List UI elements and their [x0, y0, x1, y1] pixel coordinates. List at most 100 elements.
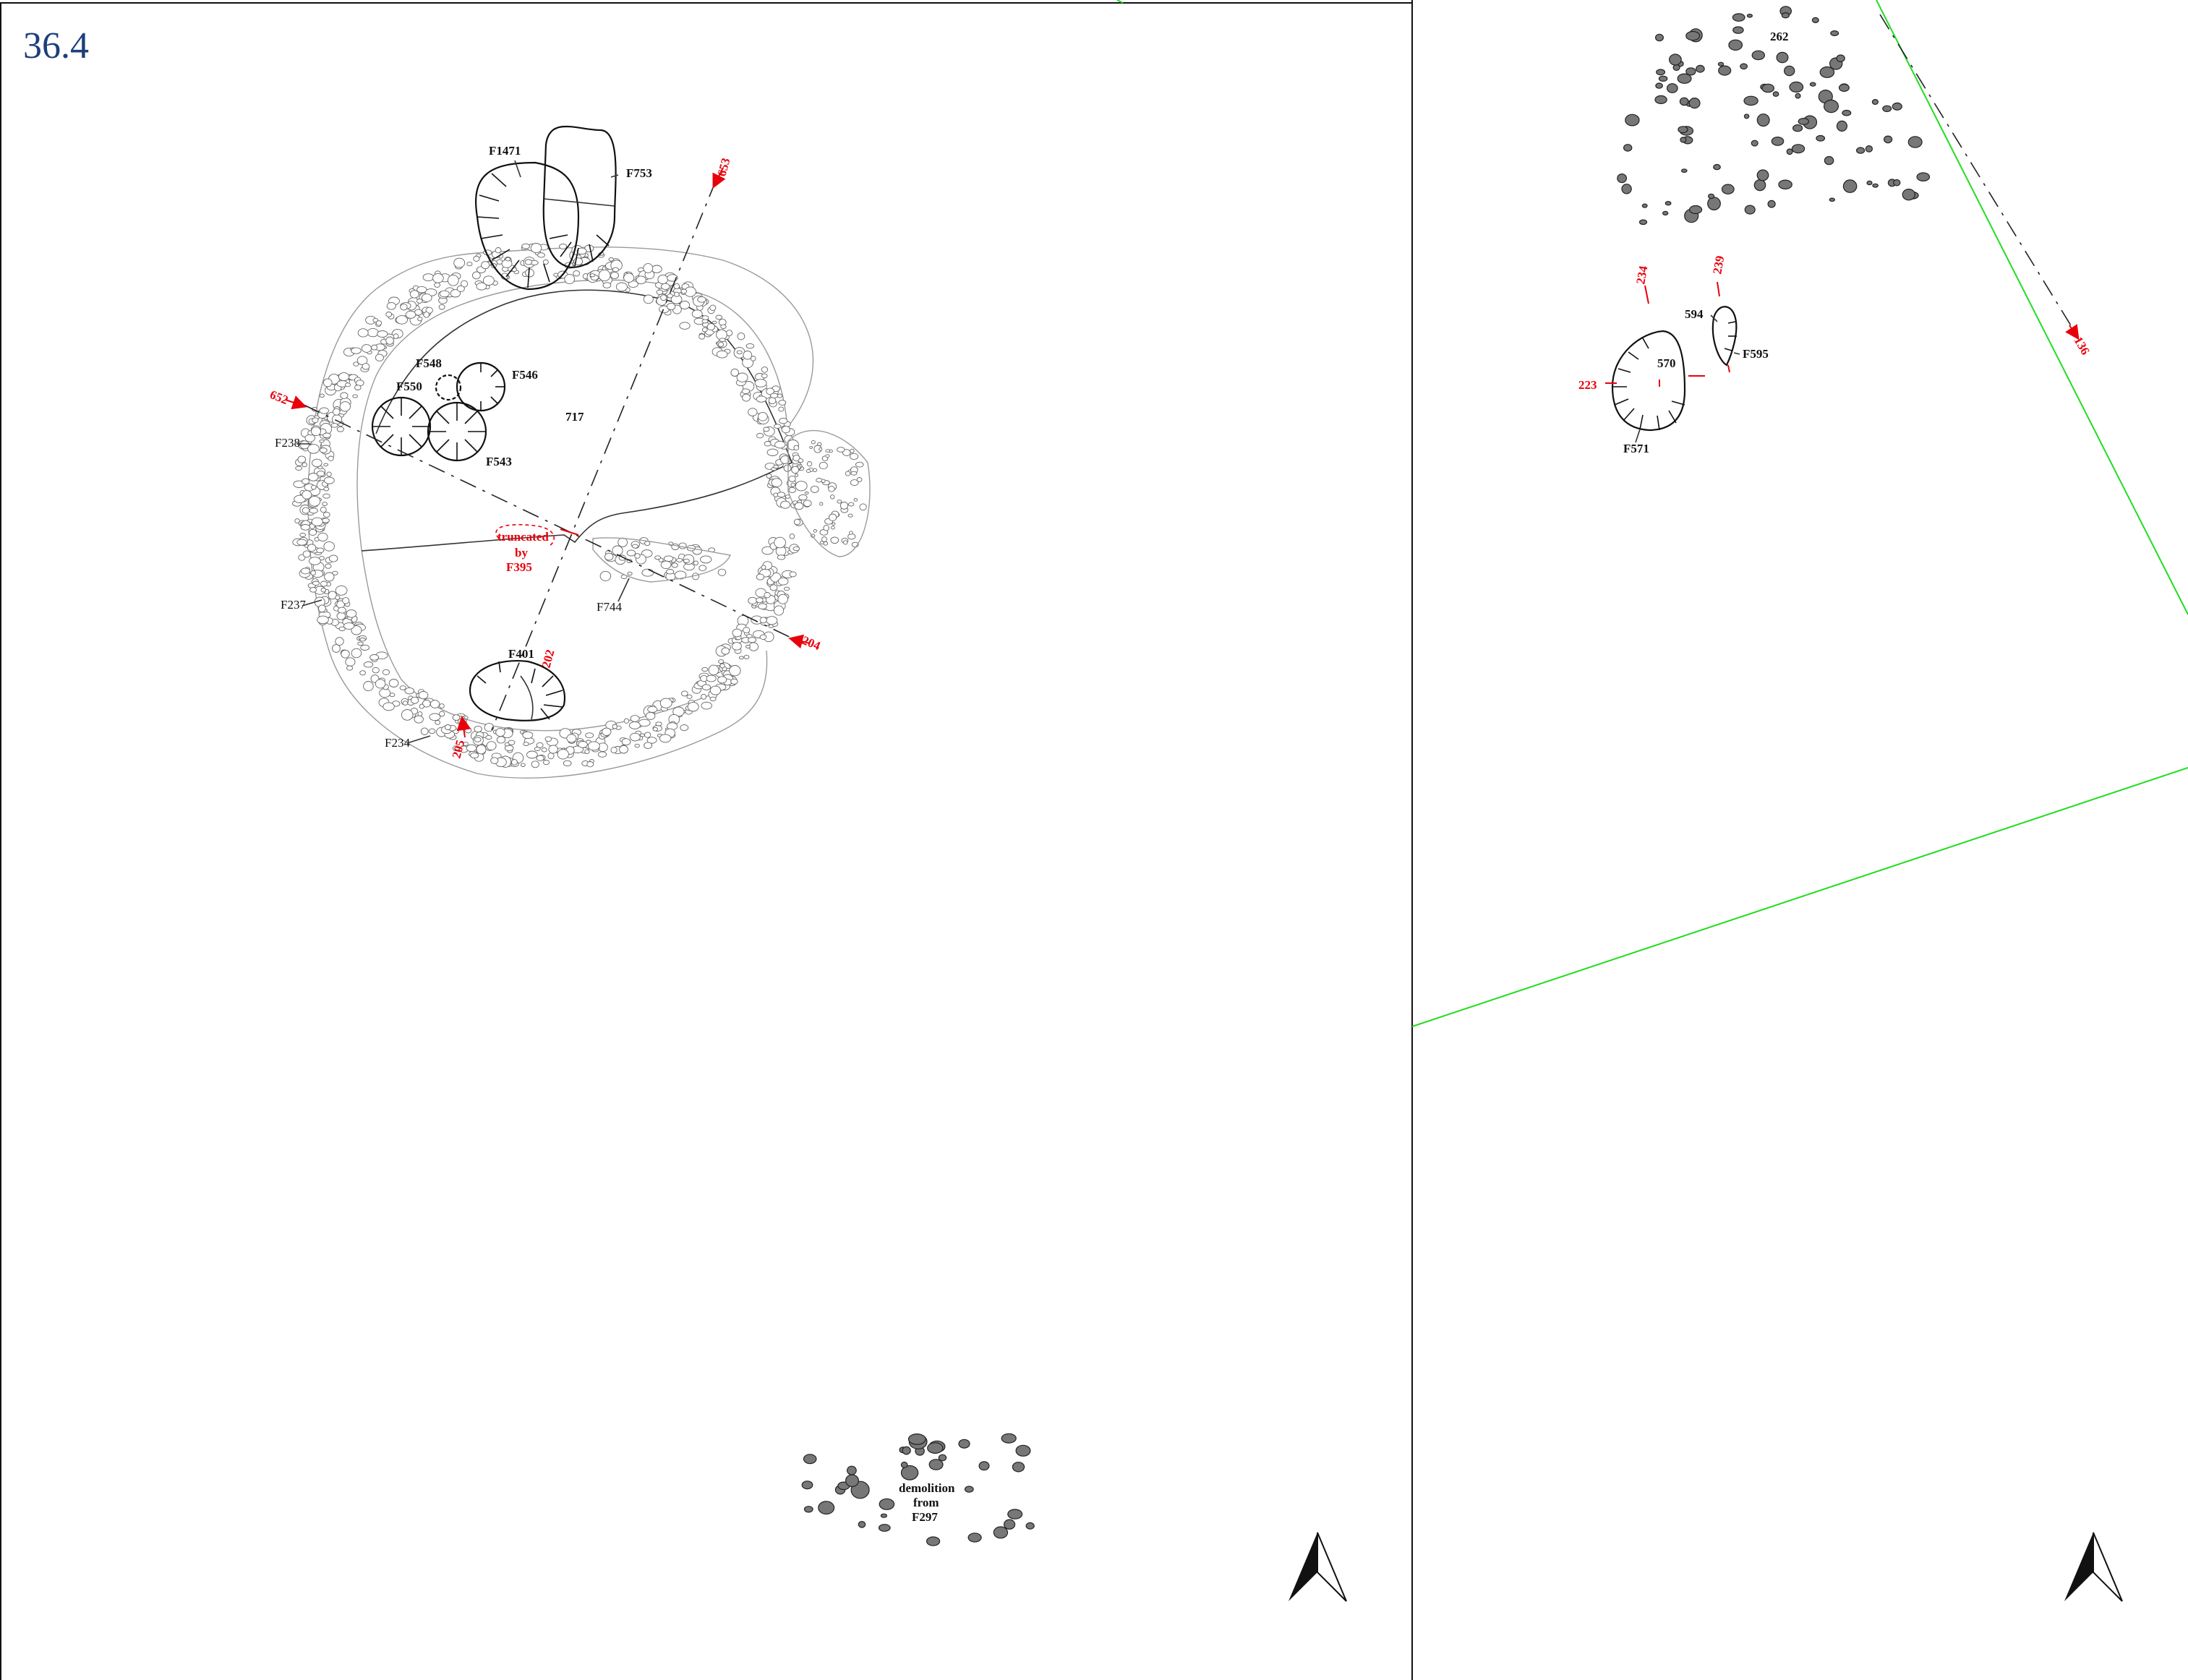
pebble — [576, 247, 587, 255]
stone — [818, 1501, 835, 1515]
pebble — [335, 637, 344, 646]
pebble — [766, 616, 778, 625]
pebble — [336, 426, 344, 432]
pebble — [495, 728, 505, 737]
pebble — [490, 757, 499, 764]
pebble — [309, 557, 321, 565]
pebble — [843, 540, 848, 545]
stone — [1681, 168, 1688, 173]
stone — [900, 1465, 919, 1480]
stone — [1003, 1519, 1016, 1530]
pebble — [410, 696, 419, 704]
pebble — [578, 741, 588, 748]
pebble — [718, 341, 724, 348]
pebble — [777, 554, 786, 560]
stone — [1654, 95, 1667, 104]
stone — [1685, 30, 1701, 41]
pebble — [706, 674, 717, 682]
pebble — [317, 604, 326, 613]
pebble — [629, 732, 641, 742]
stone — [1658, 75, 1668, 82]
pebble — [697, 296, 706, 303]
pebble — [309, 528, 317, 536]
pebble — [628, 280, 638, 288]
section-239: 239 — [1710, 254, 1727, 275]
pebble — [423, 311, 430, 318]
pebble — [602, 282, 612, 288]
pebble — [557, 749, 569, 760]
pebble — [542, 259, 549, 265]
pebble — [643, 294, 654, 304]
pebble — [743, 627, 751, 634]
pebble — [813, 529, 818, 533]
pebble — [295, 466, 302, 471]
pebble — [476, 282, 487, 291]
truncated-note-line1: truncated — [497, 530, 549, 544]
label-f550: F550 — [396, 380, 422, 393]
pebble — [362, 363, 370, 370]
pebble — [537, 252, 545, 258]
pebble — [369, 654, 380, 661]
pebble — [778, 406, 785, 412]
pebble — [328, 455, 334, 461]
stone — [1776, 51, 1789, 64]
pebble — [317, 615, 329, 625]
pebble — [375, 320, 383, 326]
stone — [1842, 179, 1858, 193]
north-arrow-icon — [2064, 1532, 2123, 1602]
stone — [1744, 205, 1756, 215]
pebble — [788, 487, 796, 494]
pebble — [361, 344, 372, 353]
pebble — [774, 440, 786, 449]
stone — [1666, 83, 1678, 93]
pebble — [393, 333, 399, 339]
stone — [1809, 82, 1816, 87]
pebble — [768, 397, 777, 405]
stone — [1772, 91, 1779, 97]
pebble — [345, 657, 356, 667]
pebble — [628, 721, 641, 729]
pebble — [845, 471, 851, 476]
stone — [1656, 69, 1666, 76]
pebble — [338, 372, 350, 382]
pebble — [680, 690, 688, 697]
pebble — [750, 356, 756, 361]
pebble — [795, 481, 808, 492]
stone — [1007, 1509, 1023, 1520]
pebble — [777, 492, 786, 498]
pebble — [811, 440, 816, 445]
pebble — [789, 571, 797, 578]
pebble — [312, 417, 319, 424]
pebble — [573, 270, 581, 277]
pebble — [420, 727, 429, 735]
stone — [801, 1480, 813, 1490]
pebble — [691, 309, 703, 319]
stone — [1685, 67, 1696, 76]
pebble — [402, 700, 409, 706]
stone — [1819, 66, 1835, 78]
pebble — [414, 715, 424, 724]
stone — [803, 1506, 813, 1513]
pebble — [732, 628, 743, 638]
pebble — [447, 274, 459, 286]
pebble — [679, 322, 691, 330]
pebble — [832, 522, 836, 526]
stone — [1916, 172, 1931, 181]
pebble — [548, 745, 558, 754]
pebble — [316, 471, 325, 477]
pebble — [665, 569, 675, 575]
label-f238: F238 — [275, 436, 300, 450]
pebble — [536, 755, 544, 761]
pebble — [645, 711, 656, 720]
pebble — [563, 760, 572, 767]
figure-number: 36.4 — [23, 25, 89, 67]
pebble — [656, 289, 663, 295]
stone — [1791, 144, 1805, 154]
stone — [803, 1454, 817, 1465]
pebble — [419, 703, 424, 709]
label-f543: F543 — [486, 455, 512, 468]
pebble — [809, 446, 813, 449]
demolition-label-line3: F297 — [912, 1510, 938, 1524]
stone — [1688, 98, 1701, 109]
pebble — [738, 656, 744, 660]
